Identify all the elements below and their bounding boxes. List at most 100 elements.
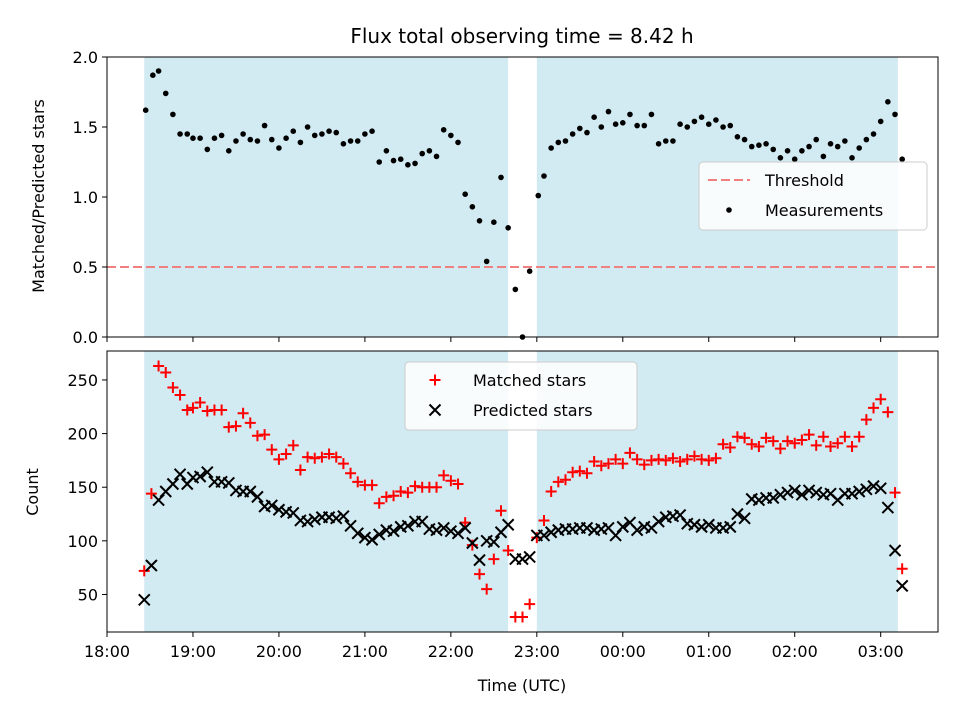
matched-star-point xyxy=(495,505,507,517)
matched-star-point xyxy=(294,464,306,476)
y-tick-label: 100 xyxy=(67,532,98,551)
matched-star-point xyxy=(145,488,157,500)
matched-star-point xyxy=(352,476,364,488)
predicted-star-point xyxy=(774,488,787,501)
predicted-star-point xyxy=(852,485,866,498)
measurement-point xyxy=(535,192,542,199)
predicted-star-point xyxy=(458,521,472,535)
measurement-point xyxy=(591,114,597,120)
measurement-point xyxy=(870,131,877,137)
legend-predicted-label: Predicted stars xyxy=(473,401,593,420)
measurement-point xyxy=(770,146,777,153)
measurement-point xyxy=(820,153,827,160)
measurement-point xyxy=(261,122,268,129)
predicted-star-point xyxy=(673,508,687,522)
matched-star-point xyxy=(782,435,794,447)
matched-star-point xyxy=(767,435,779,447)
measurement-point xyxy=(412,160,418,167)
y-tick-label: 2.0 xyxy=(73,48,98,67)
matched-star-point xyxy=(559,474,571,486)
predicted-star-point xyxy=(301,515,314,528)
matched-star-point xyxy=(724,442,736,454)
predicted-star-point xyxy=(810,486,823,499)
measurement-point xyxy=(184,131,191,137)
matched-star-point xyxy=(402,487,414,499)
measurement-point xyxy=(150,72,156,78)
predicted-star-point xyxy=(795,488,809,501)
matched-star-point xyxy=(502,544,514,556)
measurement-point xyxy=(856,145,862,151)
matched-star-point xyxy=(316,451,328,463)
measurement-point xyxy=(505,225,511,231)
measurement-point xyxy=(641,122,648,129)
measurement-point xyxy=(142,107,149,113)
predicted-star-point xyxy=(401,519,415,533)
predicted-star-point xyxy=(265,499,278,512)
matched-star-point xyxy=(853,431,865,443)
observing-window-shade xyxy=(144,57,509,337)
x-tick-label: 00:00 xyxy=(600,642,646,661)
measurement-point xyxy=(190,135,196,141)
matched-star-point xyxy=(567,466,579,478)
measurement-point xyxy=(476,218,483,224)
measurement-point xyxy=(670,138,676,144)
predicted-star-point xyxy=(244,485,257,498)
legend-measurement-swatch xyxy=(726,207,732,213)
measurement-point xyxy=(748,143,755,150)
measurement-point xyxy=(426,148,433,154)
predicted-star-point xyxy=(437,521,450,535)
matched-star-point xyxy=(753,440,765,452)
measurement-point xyxy=(218,132,225,139)
matched-star-point xyxy=(216,404,228,416)
matched-star-point xyxy=(302,451,314,463)
matched-star-point xyxy=(466,539,478,551)
predicted-star-point xyxy=(752,493,766,507)
matched-star-point xyxy=(545,486,557,497)
top-legend-box xyxy=(698,161,928,231)
matched-star-point xyxy=(230,420,242,432)
measurement-point xyxy=(705,121,712,127)
predicted-star-point xyxy=(272,503,286,516)
measurement-point xyxy=(634,122,640,129)
matched-star-point xyxy=(167,381,179,393)
matched-star-point xyxy=(194,396,206,408)
measurement-point xyxy=(555,139,562,146)
matched-star-point xyxy=(602,458,614,470)
matched-star-point xyxy=(273,453,285,465)
matched-star-point xyxy=(739,432,751,444)
matched-star-point xyxy=(187,402,199,414)
matched-star-point xyxy=(309,452,321,464)
predicted-star-point xyxy=(387,524,400,538)
measurement-point xyxy=(247,136,254,143)
x-tick-label: 22:00 xyxy=(428,642,474,661)
matched-star-point xyxy=(201,405,213,417)
matched-star-point xyxy=(438,469,450,481)
measurement-point xyxy=(584,129,590,136)
matched-star-point xyxy=(459,517,471,529)
predicted-star-point xyxy=(466,536,479,550)
measurement-point xyxy=(677,121,683,127)
matched-star-point xyxy=(696,453,708,465)
matched-star-point xyxy=(174,389,186,401)
matched-star-point xyxy=(624,447,636,459)
bottom-y-axis-label: Count xyxy=(23,468,42,516)
measurement-point xyxy=(662,138,669,144)
measurement-point xyxy=(162,90,169,97)
matched-star-point xyxy=(610,453,622,465)
matched-star-point xyxy=(588,455,600,467)
measurement-point xyxy=(777,155,784,161)
predicted-star-point xyxy=(358,531,372,544)
measurement-point xyxy=(892,111,898,118)
predicted-star-point xyxy=(724,520,737,534)
measurement-point xyxy=(225,148,232,154)
measurement-point xyxy=(813,136,820,143)
measurement-point xyxy=(390,157,397,164)
matched-star-point xyxy=(552,476,564,488)
measurement-point xyxy=(211,135,218,141)
matched-star-point xyxy=(645,454,657,466)
matched-star-point xyxy=(517,611,528,623)
predicted-star-point xyxy=(138,593,151,607)
y-tick-label: 50 xyxy=(78,585,98,604)
measurement-point xyxy=(170,111,176,118)
matched-star-point xyxy=(574,465,586,477)
